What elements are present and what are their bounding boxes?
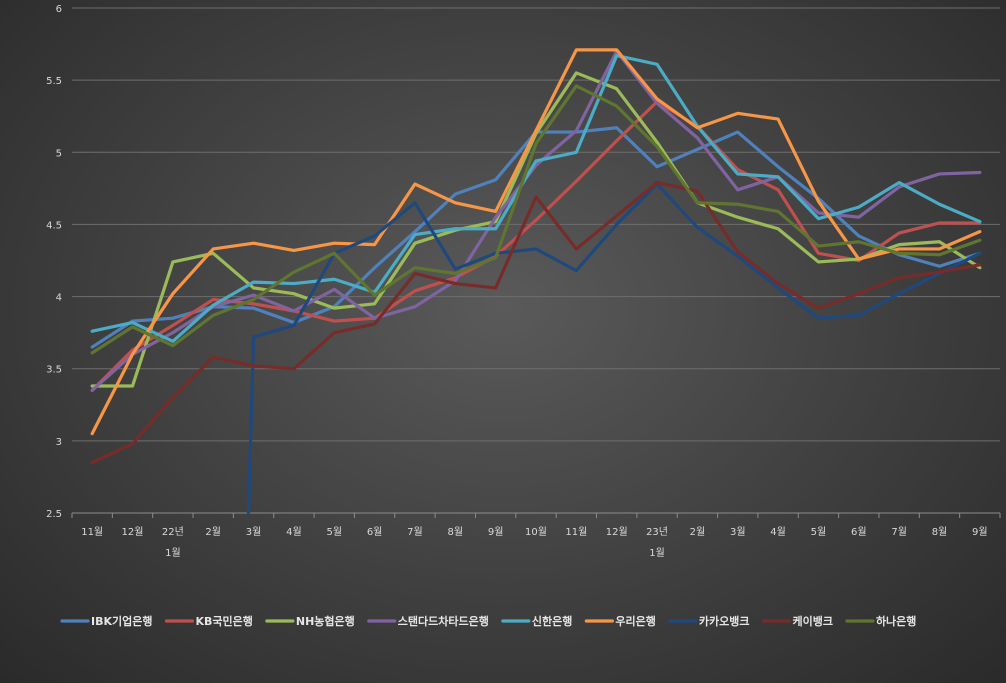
y-axis: 2.5 3 3.5 4 4.5 5 5.5 6	[46, 4, 62, 520]
legend-item: 카카오뱅크	[668, 614, 750, 628]
series-line-6	[90, 48, 982, 436]
x-axis: 11월 12월 22년 1월 2월 3월 4월 5월 6월 7월 8월 9월 10월 11월 12월 23년 1…	[71, 513, 1001, 559]
legend-label: 신한은행	[532, 614, 572, 628]
x-tick-label: 3월	[730, 526, 746, 538]
series-line-9	[90, 84, 982, 355]
x-tick-label-line2: 1월	[165, 547, 181, 559]
y-tick-label: 4.5	[46, 220, 62, 231]
legend-label: 카카오뱅크	[699, 614, 750, 628]
x-tick-label: 9월	[972, 526, 988, 538]
x-tick-label: 10월	[525, 526, 547, 538]
legend-item: 스탠다드차타드은행	[367, 614, 489, 628]
x-tick-label: 11월	[81, 526, 103, 538]
x-tick-label: 3월	[246, 526, 262, 538]
x-tick-label: 4월	[770, 526, 786, 538]
legend-label: 우리은행	[615, 614, 655, 628]
series-line-3	[90, 71, 982, 388]
x-tick-label: 6월	[367, 526, 383, 538]
x-tick-label: 7월	[407, 526, 423, 538]
legend-label: IBK기업은행	[91, 614, 152, 628]
legend-item: IBK기업은행	[60, 614, 152, 628]
legend-label: 스탠다드차타드은행	[398, 614, 489, 628]
x-tick-label: 5월	[326, 526, 342, 538]
y-tick-label: 5.5	[46, 76, 62, 87]
x-tick-label: 8월	[932, 526, 948, 538]
x-tick-label: 9월	[488, 526, 504, 538]
x-tick-label: 12월	[606, 526, 628, 538]
x-tick-label: 2월	[205, 526, 221, 538]
y-tick-label: 6	[56, 4, 62, 15]
x-tick-label: 12월	[122, 526, 144, 538]
series-line-2	[90, 100, 982, 392]
x-tick-label: 2월	[690, 526, 706, 538]
x-tick-label: 7월	[891, 526, 907, 538]
x-tick-label: 8월	[448, 526, 464, 538]
series-line-5	[90, 54, 982, 343]
series-line-7	[246, 182, 982, 515]
y-tick-label: 2.5	[46, 509, 62, 520]
legend-label: KB국민은행	[195, 614, 252, 628]
series-line-8	[90, 180, 982, 465]
legend-item: 케이뱅크	[761, 614, 833, 628]
y-tick-label: 3.5	[46, 365, 62, 376]
legend-item: 하나은행	[845, 614, 916, 628]
legend-item: KB국민은행	[164, 614, 253, 628]
legend-item: 신한은행	[501, 614, 572, 628]
x-tick-label: 6월	[851, 526, 867, 538]
y-tick-label: 5	[56, 148, 62, 159]
y-tick-label: 4	[56, 293, 62, 304]
legend-label: 케이뱅크	[792, 614, 832, 628]
legend-item: 우리은행	[584, 614, 656, 628]
y-tick-label: 3	[56, 437, 62, 448]
x-tick-label: 23년	[646, 526, 668, 538]
legend-label: NH농협은행	[296, 614, 355, 628]
x-tick-label: 22년	[162, 526, 184, 538]
series-lines	[90, 48, 982, 515]
x-tick-label: 4월	[286, 526, 302, 538]
x-tick-label: 11월	[565, 526, 587, 538]
x-tick-label-line2: 1월	[649, 547, 665, 559]
x-tick-label: 5월	[811, 526, 827, 538]
legend: IBK기업은행 KB국민은행 NH농협은행 스탠다드차타드은행 신한은행 우리은행 카카오뱅…	[60, 614, 916, 628]
legend-item: NH농협은행	[265, 614, 355, 628]
legend-label: 하나은행	[876, 614, 916, 628]
